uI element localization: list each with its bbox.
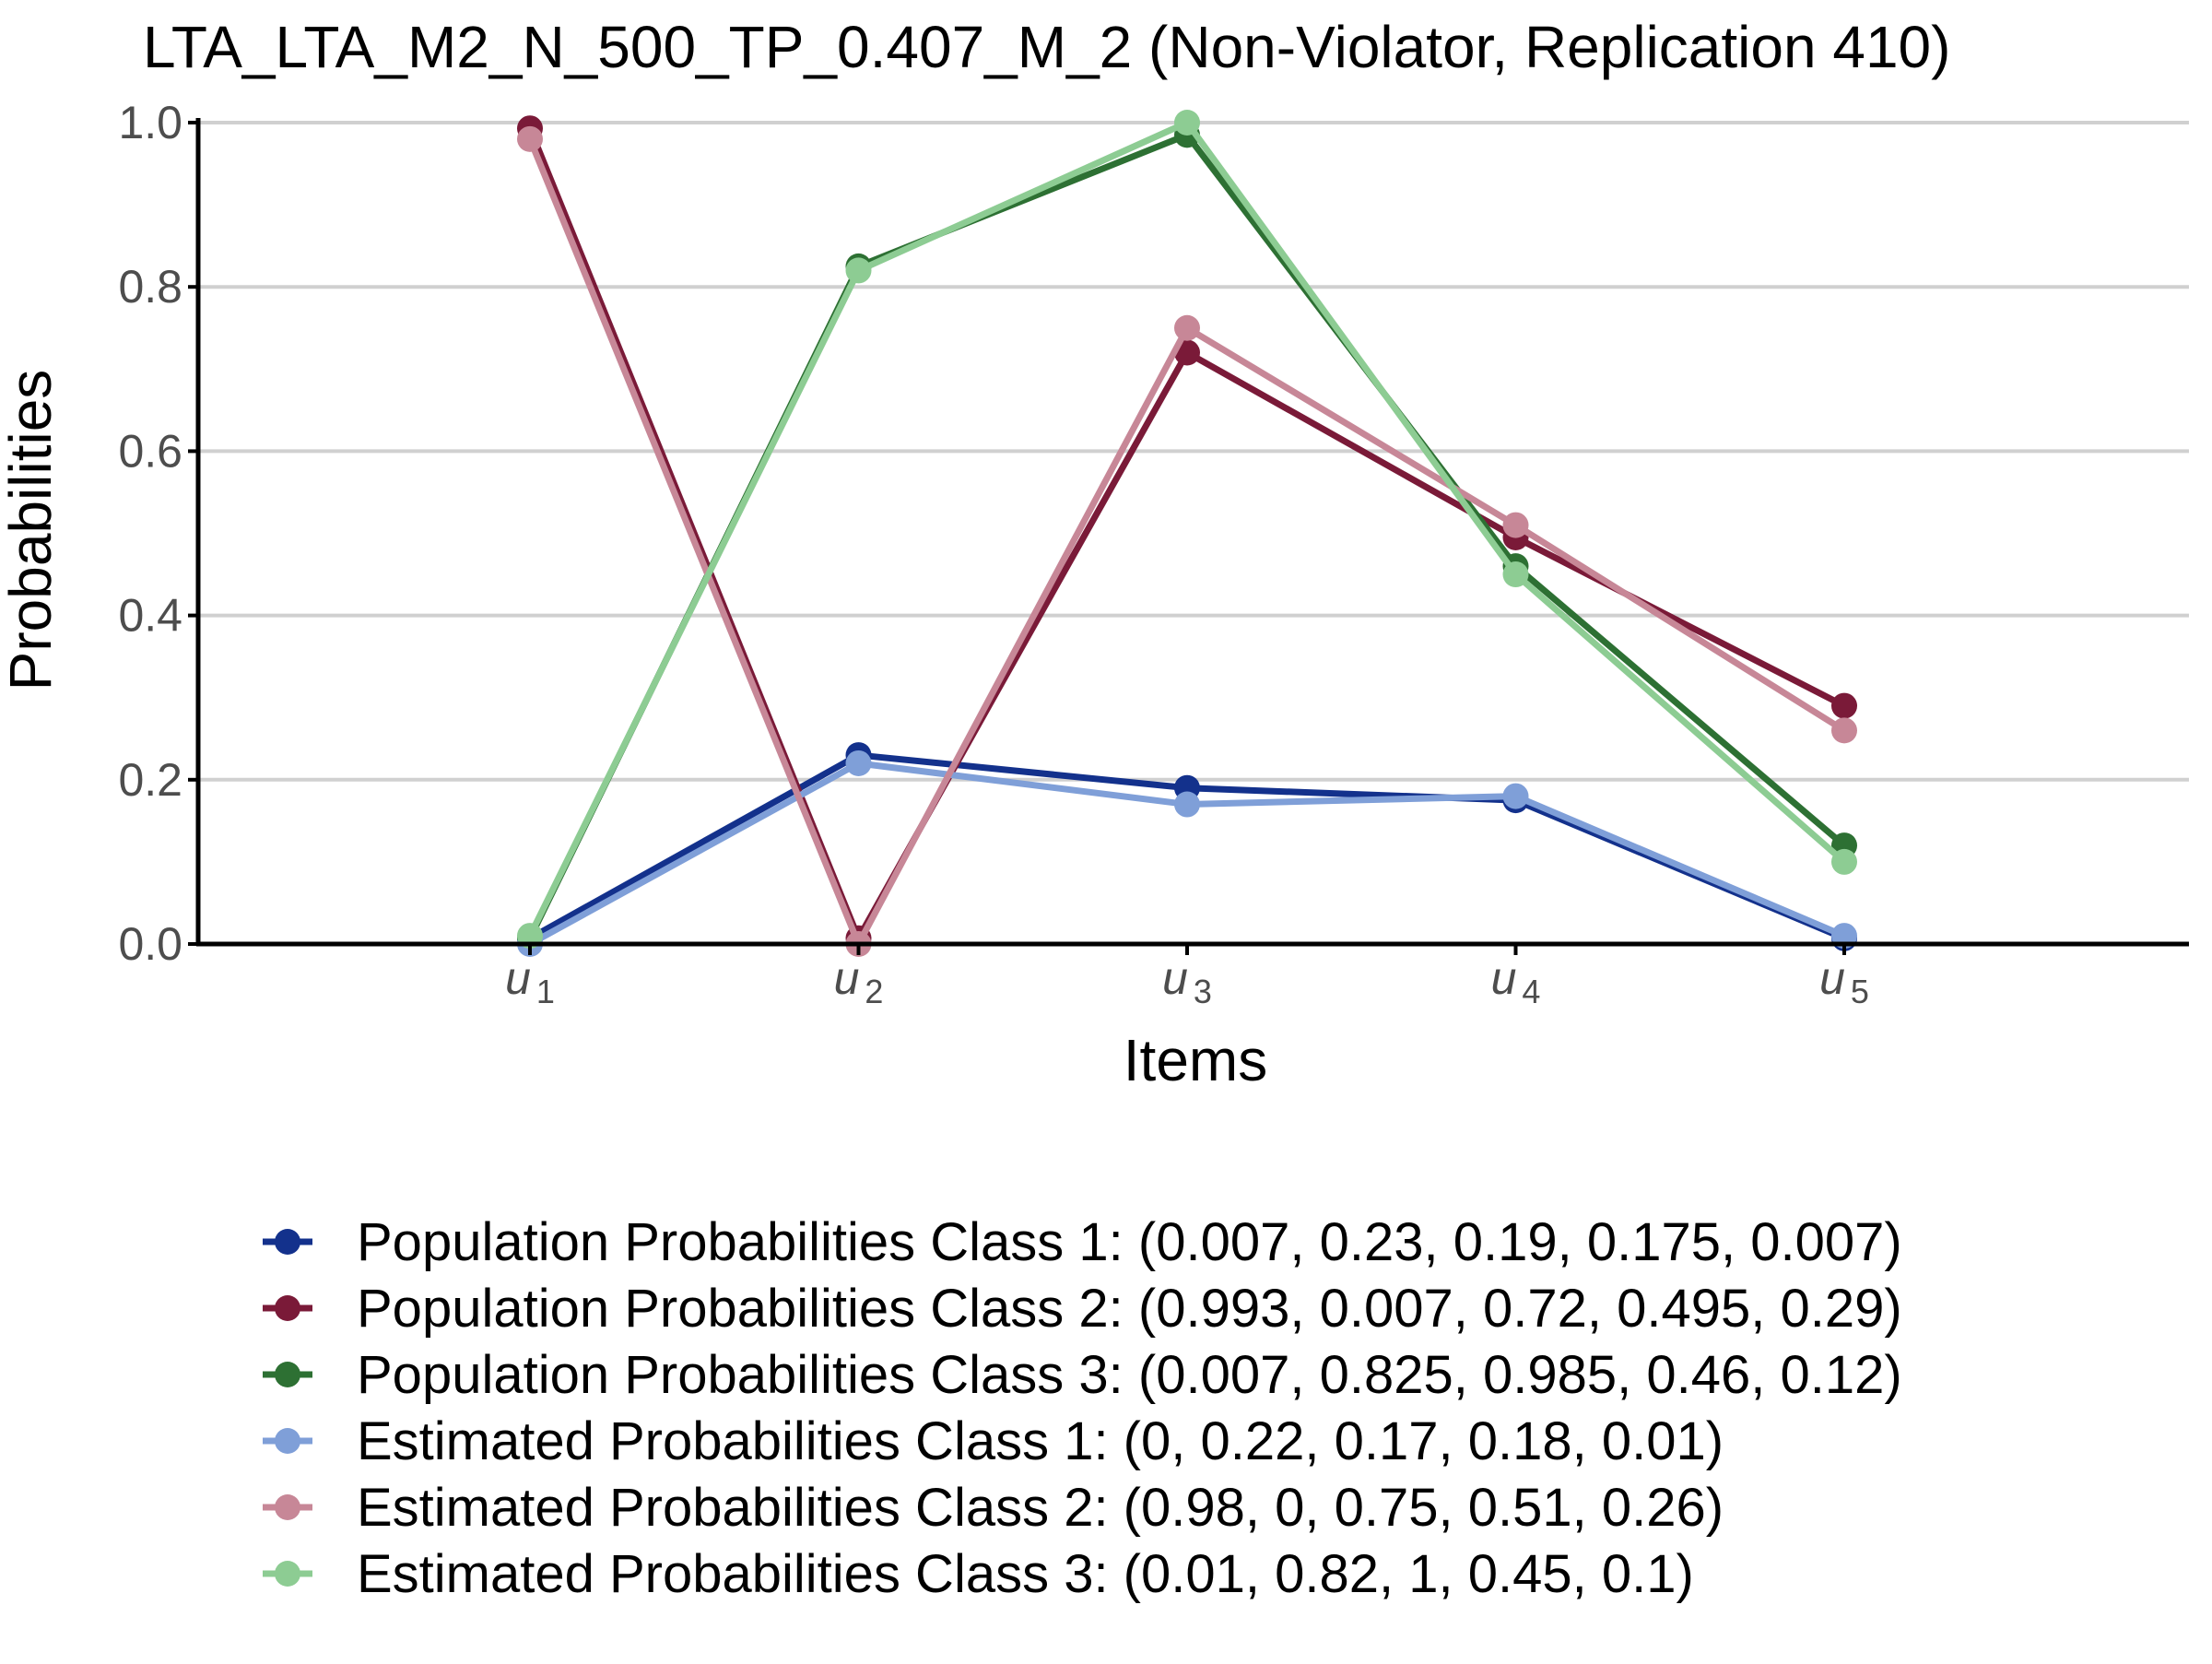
y-tick-label: 1.0: [118, 97, 182, 148]
legend-item: Population Probabilities Class 3: (0.007…: [263, 1345, 1902, 1405]
x-tick-subscript: 3: [1194, 973, 1212, 1010]
x-tick-base: u: [1162, 952, 1188, 1004]
legend-label: Population Probabilities Class 3: (0.007…: [357, 1345, 1902, 1405]
x-tick-base: u: [834, 952, 860, 1004]
series-layer: [517, 110, 1857, 957]
series-4-point: [1502, 783, 1529, 809]
x-tick-base: u: [505, 952, 531, 1004]
series-5-point: [1831, 717, 1857, 744]
y-axis-title: Probabilities: [0, 370, 64, 691]
legend-key-point: [275, 1229, 300, 1255]
legend-key-point: [275, 1295, 300, 1321]
x-axis-title: Items: [1124, 1027, 1267, 1093]
legend-label: Estimated Probabilities Class 1: (0, 0.2…: [357, 1411, 1724, 1471]
y-tick-label: 0.2: [118, 754, 182, 806]
series-4-point: [845, 749, 872, 776]
series-6-point: [1831, 848, 1857, 875]
legend-label: Population Probabilities Class 2: (0.993…: [357, 1279, 1902, 1339]
legend-key-point: [275, 1561, 300, 1587]
x-tick-subscript: 5: [1851, 973, 1869, 1010]
y-tick-label: 0.0: [118, 918, 182, 970]
x-tick-base: u: [1491, 952, 1517, 1004]
series-5-point: [1174, 314, 1200, 341]
legend-item: Estimated Probabilities Class 2: (0.98, …: [263, 1478, 1724, 1538]
y-tick-label: 0.6: [118, 425, 182, 477]
legend-item: Estimated Probabilities Class 3: (0.01, …: [263, 1544, 1694, 1604]
y-tick-label: 0.4: [118, 590, 182, 642]
series-6-point: [845, 257, 872, 284]
legend-key-point: [275, 1362, 300, 1387]
x-tick-subscript: 4: [1522, 973, 1540, 1010]
legend: Population Probabilities Class 1: (0.007…: [263, 1212, 1902, 1604]
series-2-point: [1831, 692, 1857, 719]
series-6-point: [1174, 110, 1200, 136]
y-tick-label: 0.8: [118, 261, 182, 313]
series-5-point: [517, 125, 543, 152]
legend-item: Population Probabilities Class 2: (0.993…: [263, 1279, 1902, 1339]
gridlines: [198, 121, 2189, 782]
axes: 0.00.20.40.60.81.0u 1 u 2 u 3 u 4 u 5: [118, 97, 2189, 1010]
series-5-point: [1502, 512, 1529, 538]
legend-label: Population Probabilities Class 1: (0.007…: [357, 1212, 1902, 1272]
legend-item: Population Probabilities Class 1: (0.007…: [263, 1212, 1902, 1272]
series-6-point: [1502, 561, 1529, 588]
x-tick-subscript: 1: [536, 973, 555, 1010]
chart-title: LTA_LTA_M2_N_500_TP_0.407_M_2 (Non-Viola…: [143, 14, 1950, 80]
legend-key-point: [275, 1494, 300, 1520]
series-4-point: [1174, 791, 1200, 818]
legend-key-point: [275, 1428, 300, 1454]
x-tick-base: u: [1819, 952, 1845, 1004]
legend-item: Estimated Probabilities Class 1: (0, 0.2…: [263, 1411, 1724, 1471]
x-tick-subscript: 2: [865, 973, 883, 1010]
legend-label: Estimated Probabilities Class 2: (0.98, …: [357, 1478, 1724, 1538]
legend-label: Estimated Probabilities Class 3: (0.01, …: [357, 1544, 1694, 1604]
